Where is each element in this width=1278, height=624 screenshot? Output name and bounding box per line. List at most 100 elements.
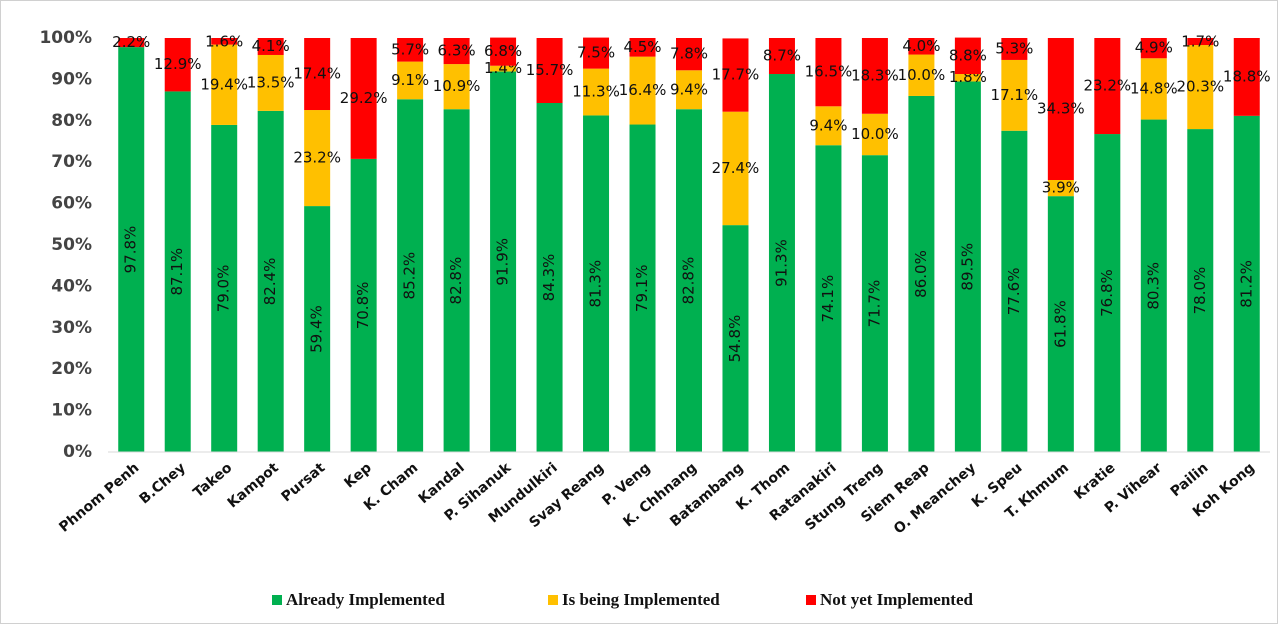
y-tick-label: 90%	[51, 69, 92, 89]
data-label: 71.7%	[865, 280, 883, 328]
data-label: 77.6%	[1005, 268, 1023, 316]
legend-swatch	[548, 595, 558, 605]
data-label: 9.1%	[391, 71, 429, 89]
data-label: 1.6%	[205, 33, 243, 51]
y-tick-label: 30%	[51, 318, 92, 338]
bar-segment	[211, 124, 238, 452]
data-label: 10.0%	[898, 66, 946, 84]
data-label: 76.8%	[1098, 269, 1116, 317]
data-label: 16.4%	[619, 81, 667, 99]
data-label: 17.1%	[991, 86, 1039, 104]
data-label: 34.3%	[1037, 100, 1085, 118]
bar-segment	[1187, 38, 1214, 46]
data-label: 9.4%	[809, 116, 847, 134]
bar-segment	[954, 74, 981, 82]
data-label: 4.0%	[902, 37, 940, 55]
data-label: 89.5%	[958, 243, 976, 291]
y-tick-label: 80%	[51, 111, 92, 131]
data-label: 8.7%	[763, 47, 801, 65]
bar-segment	[583, 37, 610, 69]
data-label: 81.2%	[1237, 260, 1255, 308]
bar-segment	[443, 38, 470, 65]
bar-segment	[954, 37, 981, 75]
data-label: 59.4%	[308, 305, 326, 353]
bar-segment	[954, 81, 981, 452]
bar-segment	[490, 37, 517, 66]
data-label: 9.4%	[670, 80, 708, 98]
data-label: 10.0%	[851, 125, 899, 143]
y-tick-label: 0%	[63, 442, 92, 462]
bar-segment	[722, 111, 749, 226]
bar-segment	[164, 38, 191, 92]
y-tick-label: 40%	[51, 276, 92, 296]
y-tick-label: 10%	[51, 401, 92, 421]
data-label: 29.2%	[340, 89, 388, 107]
bar-segment	[490, 65, 517, 72]
data-label: 6.3%	[438, 42, 476, 60]
data-label: 23.2%	[1083, 77, 1131, 95]
bar-segment	[815, 145, 842, 452]
bar-segment	[1140, 119, 1167, 453]
bar-segment	[815, 38, 842, 107]
data-label: 8.8%	[949, 46, 987, 64]
bar-segment	[1094, 134, 1121, 452]
bar-segment	[443, 64, 470, 110]
bar-segment	[397, 99, 424, 452]
data-label: 74.1%	[819, 275, 837, 323]
data-label: 12.9%	[154, 55, 202, 73]
data-label: 1.7%	[1181, 33, 1219, 51]
bar-segment	[1233, 38, 1260, 116]
bar-segment	[490, 71, 517, 452]
data-label: 4.1%	[252, 37, 290, 55]
bar-segment	[1233, 115, 1260, 452]
data-label: 7.8%	[670, 45, 708, 63]
data-label: 27.4%	[712, 159, 760, 177]
legend-swatch	[272, 595, 282, 605]
bar-segment	[118, 38, 145, 48]
data-label: 17.4%	[293, 65, 341, 83]
bar-segment	[1094, 38, 1121, 135]
bar-segment	[1047, 180, 1074, 197]
data-label: 82.4%	[261, 258, 279, 306]
bar-segment	[118, 47, 145, 452]
bar-segment	[815, 106, 842, 146]
data-label: 85.2%	[401, 252, 419, 300]
bar-segment	[908, 54, 935, 96]
bar-segment	[722, 225, 749, 452]
data-label: 2.2%	[112, 33, 150, 51]
bar-segment	[629, 56, 656, 125]
bar-segment	[768, 38, 795, 75]
data-label: 78.0%	[1191, 267, 1209, 315]
bar-segment	[629, 38, 656, 57]
data-label: 13.5%	[247, 73, 295, 91]
bar-segment	[350, 158, 377, 452]
data-label: 91.3%	[772, 239, 790, 287]
bar-segment	[397, 61, 424, 100]
bar-segment	[722, 38, 749, 112]
bar-segment	[1001, 59, 1028, 131]
data-label: 4.9%	[1135, 39, 1173, 57]
bar-segment	[908, 95, 935, 453]
bar-segment	[257, 54, 284, 111]
bar-segment	[676, 109, 702, 452]
legend-swatch	[806, 595, 816, 605]
data-label: 79.1%	[633, 264, 651, 312]
bar-segment	[861, 113, 888, 156]
data-label: 19.4%	[200, 75, 248, 93]
bar-segment	[908, 38, 935, 55]
data-label: 10.9%	[433, 77, 481, 95]
bar-segment	[443, 109, 470, 452]
data-label: 82.8%	[447, 257, 465, 305]
bar-segment	[583, 68, 610, 116]
data-label: 15.7%	[526, 61, 574, 79]
data-label: 16.5%	[805, 63, 853, 81]
data-label: 17.7%	[712, 66, 760, 84]
bar-segment	[304, 110, 331, 207]
bar-segment	[1140, 58, 1167, 120]
data-label: 80.3%	[1144, 262, 1162, 310]
data-label: 7.5%	[577, 44, 615, 62]
bar-segment	[861, 155, 888, 453]
data-label: 5.3%	[995, 39, 1033, 57]
y-tick-label: 50%	[51, 235, 92, 255]
